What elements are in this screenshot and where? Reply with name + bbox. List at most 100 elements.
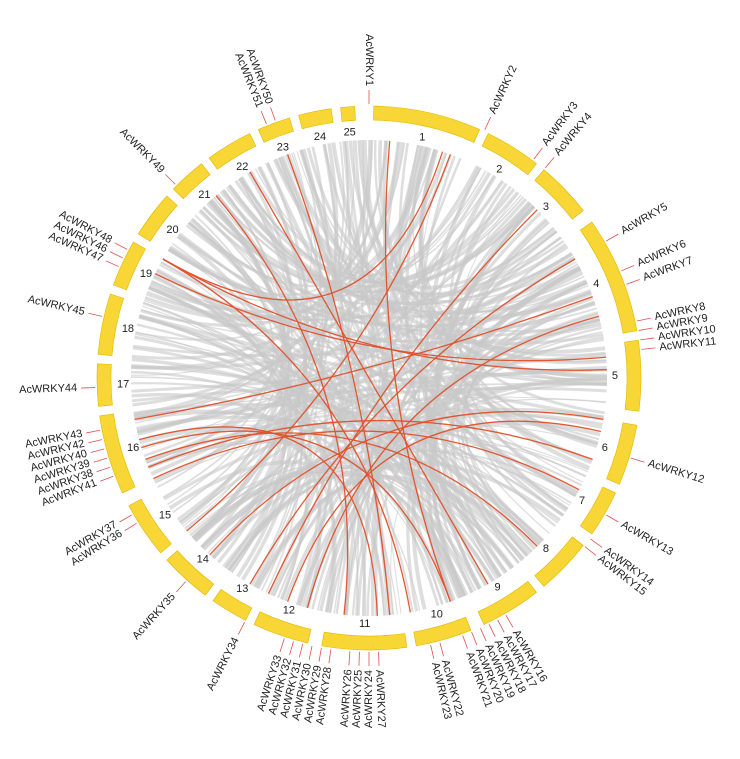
gray-link (162, 141, 345, 499)
gray-link (131, 152, 313, 376)
gene-label: AcWRKY12 (647, 458, 706, 486)
red-link (162, 258, 411, 613)
chromosome-label: 19 (140, 268, 152, 280)
gene-label: AcWRKY11 (659, 335, 717, 353)
red-link (384, 140, 452, 602)
gray-link (146, 421, 589, 471)
gray-link (135, 331, 359, 616)
gene-tick (88, 439, 103, 444)
gray-link (172, 243, 303, 594)
gene-tick (584, 546, 597, 556)
gene-label: AcWRKY5 (619, 201, 670, 237)
gray-link (155, 269, 545, 542)
red-link (249, 171, 489, 585)
gene-tick (88, 312, 103, 317)
gray-link (133, 139, 374, 417)
gray-link (344, 141, 402, 614)
gray-link (216, 193, 367, 616)
gene-tick (93, 457, 108, 463)
chromosome-segment (137, 195, 178, 242)
chromosome-segment (477, 580, 537, 625)
chromosome-segment (166, 550, 215, 596)
chromosome-segment (340, 106, 356, 122)
chromosome-label: 13 (236, 583, 248, 595)
gene-tick (439, 642, 444, 657)
gene-tick (462, 635, 468, 649)
gene-tick (114, 242, 128, 250)
gene-tick (606, 233, 619, 242)
chromosome-label: 23 (277, 141, 289, 153)
gene-tick (279, 638, 285, 653)
gene-tick (237, 621, 245, 635)
red-link (148, 419, 593, 468)
red-link (306, 315, 600, 609)
gene-tick (505, 615, 514, 628)
chromosome-label: 16 (127, 442, 139, 454)
chromosome-segment (212, 588, 253, 621)
gray-link (353, 140, 454, 602)
chromosome-label: 24 (314, 131, 326, 143)
gray-link (207, 201, 593, 462)
gene-tick (270, 107, 276, 121)
gray-link (145, 197, 528, 464)
gene-tick (105, 260, 119, 267)
gene-tick (175, 581, 186, 593)
gray-link (131, 368, 607, 403)
gene-label: AcWRKY45 (27, 293, 86, 318)
gray-link (176, 172, 492, 521)
red-link (162, 258, 607, 371)
chromosome-label: 22 (236, 161, 248, 173)
gene-tick (308, 645, 313, 660)
gene-tick (480, 628, 487, 642)
chromosome-segment (481, 133, 537, 176)
gene-tick (488, 624, 496, 638)
gray-link (191, 143, 339, 540)
chromosome-segment (413, 616, 472, 647)
chromosome-segment (257, 117, 294, 143)
gray-link (199, 209, 414, 613)
chromosome-segment (253, 611, 312, 644)
chromosome-segment (534, 536, 584, 587)
gray-link (333, 140, 365, 614)
gray-link (139, 427, 337, 613)
red-link (141, 430, 452, 602)
gray-link (167, 188, 286, 506)
gray-link (268, 144, 421, 596)
chromosome-label: 10 (431, 608, 443, 620)
gray-link (419, 149, 607, 365)
gene-label: AcWRKY34 (205, 635, 242, 692)
gene-tick (109, 251, 123, 259)
gene-tick (99, 475, 114, 482)
chromosome-label: 9 (494, 582, 500, 594)
chromosome-segment (208, 133, 257, 170)
gene-label: AcWRKY26 (339, 669, 355, 728)
gray-link (189, 407, 605, 537)
gene-tick (590, 538, 603, 548)
gene-tick (626, 279, 640, 285)
gene-tick (119, 514, 132, 523)
chromosome-segment (172, 163, 211, 200)
gene-tick (621, 265, 635, 272)
chromosome-segment (298, 108, 334, 130)
gray-link (178, 233, 600, 441)
gene-tick (298, 643, 304, 658)
red-link (286, 420, 602, 602)
chromosome-label: 5 (612, 370, 618, 382)
chromosome-label: 21 (198, 189, 210, 201)
chromosome-segment (96, 363, 113, 407)
chromosome-label: 2 (496, 163, 502, 175)
gray-link (284, 154, 569, 298)
gene-tick (318, 647, 322, 662)
gene-tick (86, 429, 101, 434)
chromosome-label: 15 (159, 509, 171, 521)
gray-links (130, 139, 608, 617)
gene-tick (90, 448, 105, 453)
gene-tick (471, 631, 478, 646)
chromosome-label: 4 (593, 278, 599, 290)
gene-tick (636, 317, 651, 322)
gene-tick (640, 337, 655, 341)
chromosome-label: 11 (359, 618, 370, 630)
gene-tick (260, 110, 267, 125)
gene-label: AcWRKY49 (117, 126, 167, 176)
